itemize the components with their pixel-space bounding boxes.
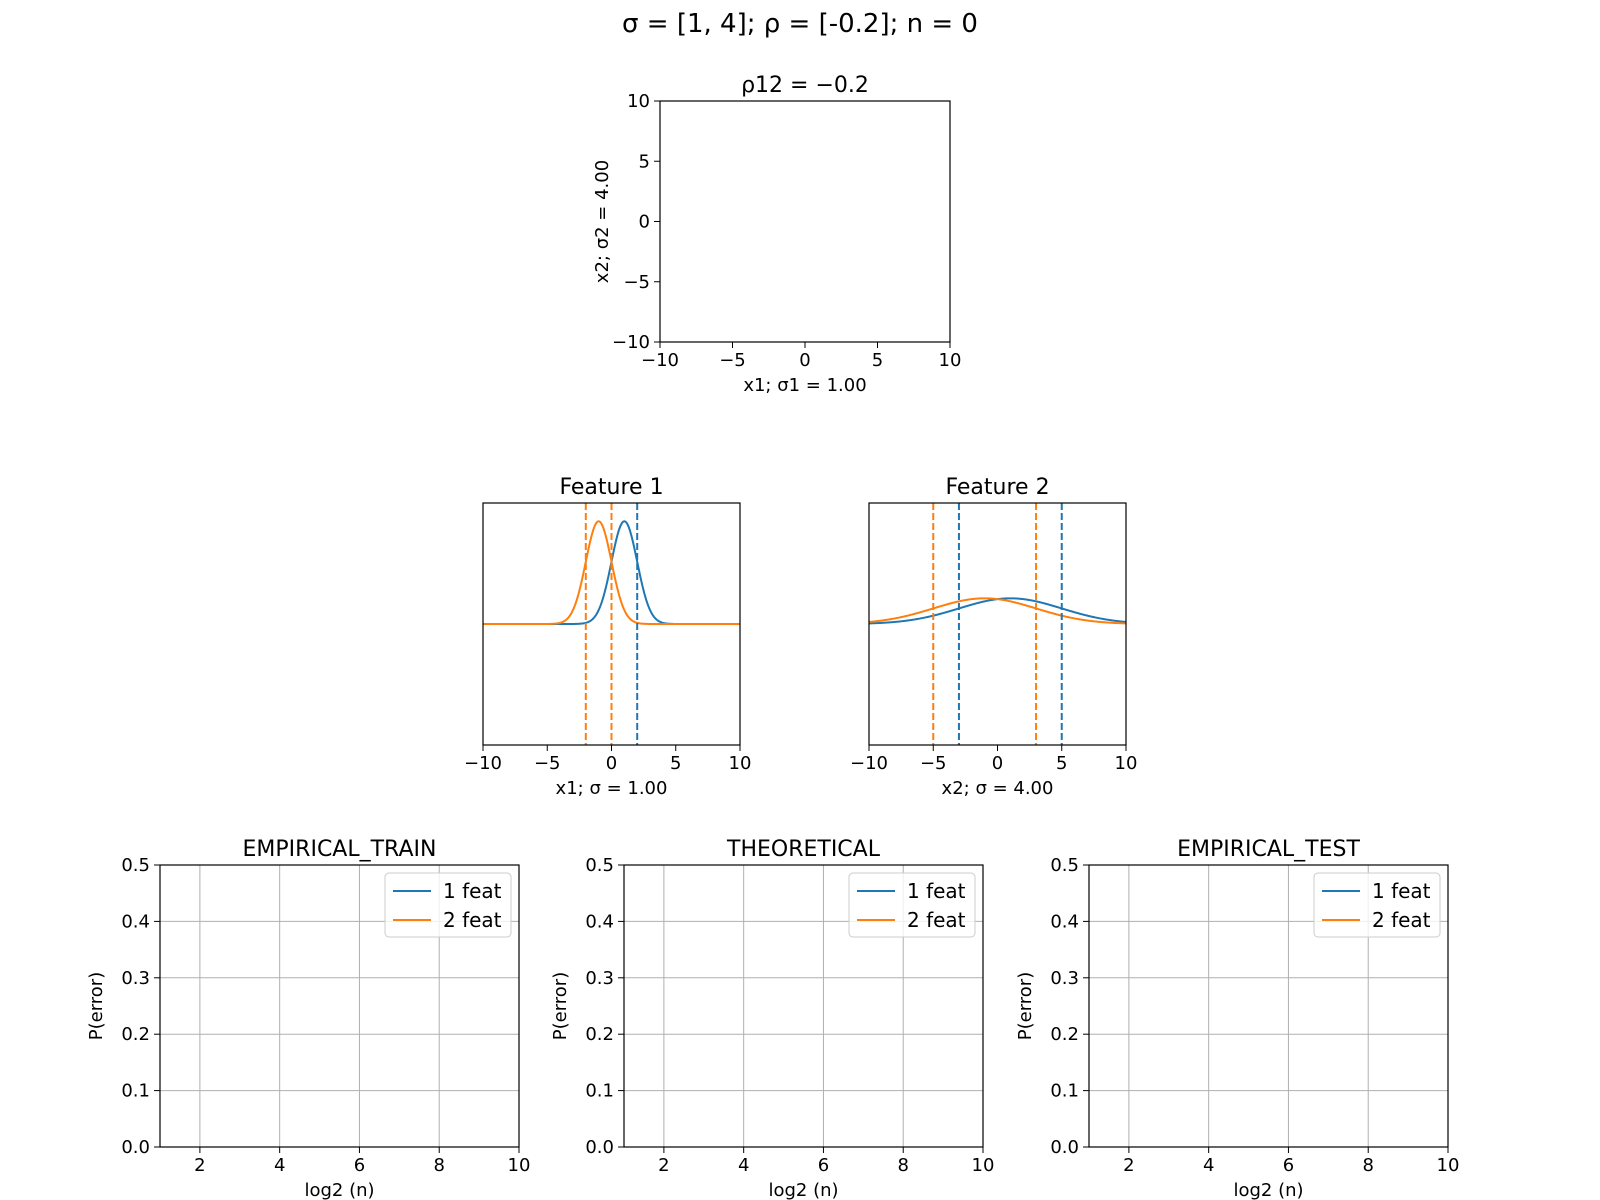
x-tick-label: 5: [872, 350, 883, 371]
legend: 1 feat 2 feat: [1313, 872, 1441, 938]
legend-label-1: 1 feat: [907, 879, 966, 903]
axes-frame: [159, 864, 520, 1148]
x-tick-label: 4: [738, 1155, 749, 1176]
legend-label-2: 2 feat: [1372, 908, 1431, 932]
x-axis-label: log2 (n): [1233, 1180, 1303, 1200]
y-tick-label: 0.3: [1050, 968, 1079, 989]
x-axis-label: x1; σ = 1.00: [556, 778, 668, 799]
x-tick-label: 2: [194, 1155, 205, 1176]
y-tick-label: 0.2: [1050, 1024, 1079, 1045]
y-tick-label: 0.0: [585, 1137, 614, 1158]
axes-frame: [868, 502, 1127, 746]
x-tick-label: 8: [897, 1155, 908, 1176]
x-tick-label: 8: [433, 1155, 444, 1176]
x-tick-label: 5: [1056, 753, 1067, 774]
y-tick-label: 0.2: [585, 1024, 614, 1045]
x-axis-label: log2 (n): [768, 1180, 838, 1200]
y-tick-label: 0.5: [585, 855, 614, 876]
x-tick-label: −10: [641, 350, 679, 371]
x-tick-label: 0: [606, 753, 617, 774]
y-tick-label: 0.1: [585, 1081, 614, 1102]
x-tick-label: 8: [1362, 1155, 1373, 1176]
chart-empirical_test: 2 4 6 8 10 0.0 0.1 0.2 0.3 0.4 0.5 EMPIRICAL_TESTlo…: [1015, 837, 1459, 1200]
x-tick-label: 10: [939, 350, 962, 371]
y-tick-label: 10: [627, 91, 650, 112]
y-tick-label: 0.4: [585, 911, 614, 932]
chart-feature2: −10 −5 0 5 10 Feature 2 x2; σ = 4.00: [850, 475, 1137, 799]
y-tick-label: −10: [612, 332, 650, 353]
y-tick-label: 0.2: [121, 1024, 150, 1045]
y-tick-label: 0: [639, 212, 650, 233]
axes-frame: [1088, 864, 1449, 1148]
y-axis-label: x2; σ2 = 4.00: [592, 160, 613, 283]
x-tick-label: −10: [464, 753, 502, 774]
chart-title: Feature 1: [559, 475, 663, 500]
x-tick-label: 6: [354, 1155, 365, 1176]
x-tick-label: 10: [1115, 753, 1138, 774]
legend-label-1: 1 feat: [443, 879, 502, 903]
y-tick-label: 0.3: [585, 968, 614, 989]
figure-suptitle: σ = [1, 4]; ρ = [-0.2]; n = 0: [622, 9, 978, 39]
axes-frame: [623, 864, 984, 1148]
x-tick-label: 4: [274, 1155, 285, 1176]
x-axis-label: x2; σ = 4.00: [942, 778, 1054, 799]
x-tick-label: 5: [670, 753, 681, 774]
y-tick-label: 0.4: [121, 911, 150, 932]
y-tick-label: 0.1: [121, 1081, 150, 1102]
y-tick-label: 0.4: [1050, 911, 1079, 932]
y-axis-label: P(error): [550, 972, 571, 1040]
legend-label-2: 2 feat: [907, 908, 966, 932]
chart-title: EMPIRICAL_TEST: [1177, 837, 1360, 862]
x-tick-label: 10: [508, 1155, 531, 1176]
chart-empirical_train: 2 4 6 8 10 0.0 0.1 0.2 0.3 0.4 0.5 EMPIRICAL_TRAINl…: [86, 837, 530, 1200]
legend-label-1: 1 feat: [1372, 879, 1431, 903]
x-tick-label: −5: [920, 753, 947, 774]
y-tick-label: 0.3: [121, 968, 150, 989]
y-axis-label: P(error): [1015, 972, 1036, 1040]
chart-scatter: −10 −5 0 5 10 −10 −5 0 5 10 ρ12 = −0.2 x1; σ1 = 1.0…: [592, 73, 961, 396]
density-curve-2: [868, 597, 1127, 625]
chart-feature1: −10 −5 0 5 10 Feature 1 x1; σ = 1.00: [464, 475, 751, 799]
y-tick-label: 0.0: [1050, 1137, 1079, 1158]
chart-title: EMPIRICAL_TRAIN: [243, 837, 437, 862]
x-tick-label: −10: [850, 753, 888, 774]
x-tick-label: 4: [1203, 1155, 1214, 1176]
legend: 1 feat 2 feat: [384, 872, 512, 938]
x-tick-label: 0: [992, 753, 1003, 774]
y-axis-label: P(error): [86, 972, 107, 1040]
y-tick-label: −5: [623, 272, 650, 293]
legend-label-2: 2 feat: [443, 908, 502, 932]
x-tick-label: 2: [1123, 1155, 1134, 1176]
y-tick-label: 0.5: [121, 855, 150, 876]
x-tick-label: 6: [818, 1155, 829, 1176]
y-tick-label: 0.1: [1050, 1081, 1079, 1102]
density-curve-2: [483, 520, 740, 625]
x-tick-label: 2: [658, 1155, 669, 1176]
x-tick-label: 10: [972, 1155, 995, 1176]
x-axis-label: log2 (n): [304, 1180, 374, 1200]
chart-title: Feature 2: [945, 475, 1049, 500]
chart-theoretical: 2 4 6 8 10 0.0 0.1 0.2 0.3 0.4 0.5 THEORETICAL log2 …: [550, 837, 994, 1200]
y-tick-label: 0.5: [1050, 855, 1079, 876]
y-tick-label: 5: [639, 151, 650, 172]
y-tick-label: 0.0: [121, 1137, 150, 1158]
legend: 1 feat 2 feat: [848, 872, 976, 938]
x-tick-label: 0: [799, 350, 810, 371]
axes-frame: [659, 100, 951, 343]
x-tick-label: 6: [1283, 1155, 1294, 1176]
x-axis-label: x1; σ1 = 1.00: [743, 375, 866, 396]
chart-title: THEORETICAL: [726, 837, 881, 862]
x-tick-label: −5: [534, 753, 561, 774]
chart-title: ρ12 = −0.2: [741, 73, 869, 98]
x-tick-label: 10: [1437, 1155, 1460, 1176]
x-tick-label: 10: [729, 753, 752, 774]
x-tick-label: −5: [719, 350, 746, 371]
